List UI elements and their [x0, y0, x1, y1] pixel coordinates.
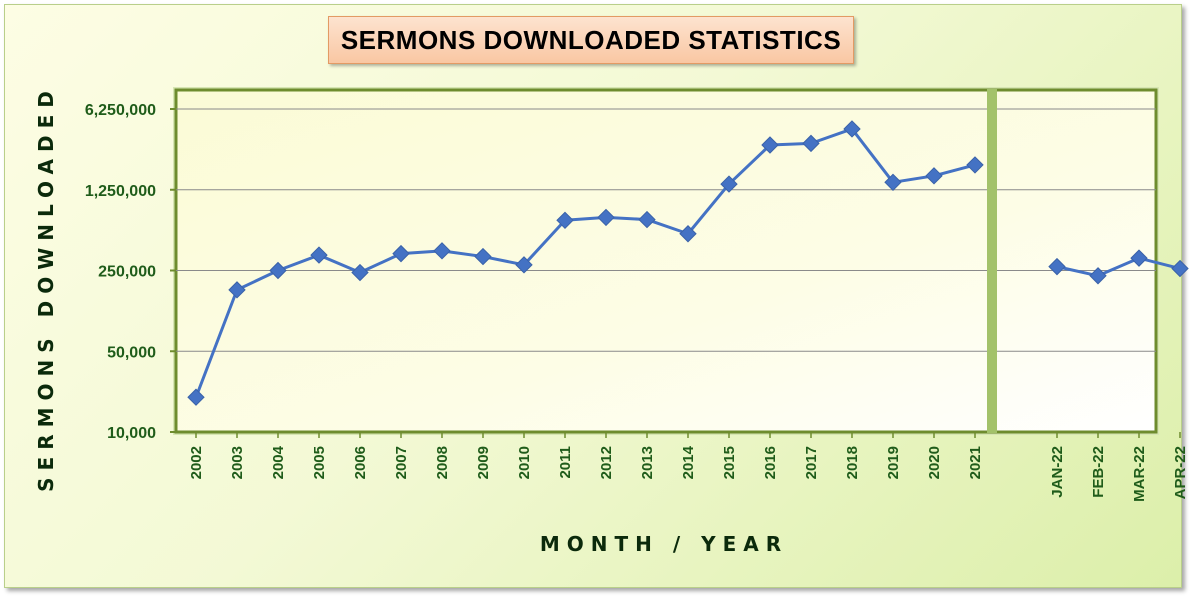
x-tick-label: 2017	[803, 446, 820, 479]
y-tick-label: 10,000	[107, 425, 156, 442]
x-tick-label: 2015	[721, 446, 738, 479]
x-tick-label: 2002	[188, 446, 205, 479]
data-point	[228, 281, 246, 299]
data-point	[515, 256, 533, 274]
data-point	[925, 167, 943, 185]
plot-area	[174, 88, 1158, 434]
y-tick-label: 1,250,000	[85, 183, 156, 200]
data-point	[1171, 259, 1189, 278]
data-point	[351, 263, 369, 282]
x-tick-label: 2008	[434, 446, 451, 479]
chart-title: SERMONS DOWNLOADED STATISTICS	[340, 24, 842, 55]
x-tick-label: 2003	[229, 446, 246, 479]
x-tick-label: JAN-22	[1049, 446, 1066, 498]
data-point	[720, 175, 738, 193]
x-tick-label: 2011	[557, 446, 574, 479]
data-point	[474, 247, 492, 266]
data-point	[843, 120, 861, 138]
x-tick-label: 2016	[762, 446, 779, 479]
data-point	[310, 246, 328, 264]
data-point	[392, 244, 410, 263]
x-tick-label: 2014	[680, 445, 697, 479]
x-tick-label: 2010	[516, 446, 533, 479]
x-tick-label: 2004	[270, 445, 287, 479]
data-point	[556, 211, 574, 230]
series-lines	[194, 127, 1181, 398]
x-tick-label: 2012	[598, 446, 615, 479]
chart-title-box: SERMONS DOWNLOADED STATISTICS	[328, 16, 854, 64]
axis-ticks	[170, 108, 1181, 438]
x-tick-label: 2013	[639, 446, 656, 479]
y-tick-labels: 10,000 50,000 250,000 1,250,000 6,250,000	[85, 102, 156, 442]
data-point	[1130, 249, 1148, 267]
data-point	[966, 156, 984, 174]
x-tick-label: 2005	[311, 446, 328, 479]
data-point	[1089, 267, 1107, 285]
x-tick-label: APR-22	[1172, 446, 1189, 499]
data-point	[597, 208, 615, 227]
period-separator	[987, 89, 997, 433]
x-tick-label: 2006	[352, 446, 369, 479]
y-tick-label: 250,000	[98, 264, 156, 281]
series-markers	[187, 120, 1189, 406]
x-tick-label: 2009	[475, 446, 492, 479]
data-point	[187, 388, 205, 406]
series-line	[194, 127, 976, 398]
x-tick-label: FEB-22	[1090, 446, 1107, 498]
x-tick-label: 2019	[885, 446, 902, 479]
data-point	[1048, 257, 1066, 276]
series-line	[1056, 256, 1181, 278]
x-tick-labels: 2002 2003 2004 2005 2006 2007 2008 2009 2010 2011…	[188, 445, 1189, 501]
y-tick-label: 6,250,000	[85, 102, 156, 119]
data-point	[802, 134, 820, 153]
data-point	[269, 261, 287, 280]
x-tick-label: 2021	[967, 446, 984, 479]
data-point	[884, 173, 902, 192]
x-tick-label: MAR-22	[1131, 446, 1148, 502]
x-tick-label: 2020	[926, 446, 943, 479]
y-tick-label: 50,000	[107, 344, 156, 361]
x-tick-label: 2018	[844, 446, 861, 479]
x-tick-label: 2007	[393, 446, 410, 479]
data-point	[433, 242, 451, 260]
data-point	[638, 210, 656, 229]
data-point	[679, 225, 697, 243]
data-point	[761, 136, 779, 154]
x-axis-title: MONTH / YEAR	[540, 532, 788, 556]
y-axis-title: SERMONS DOWNLOADED	[34, 84, 58, 492]
